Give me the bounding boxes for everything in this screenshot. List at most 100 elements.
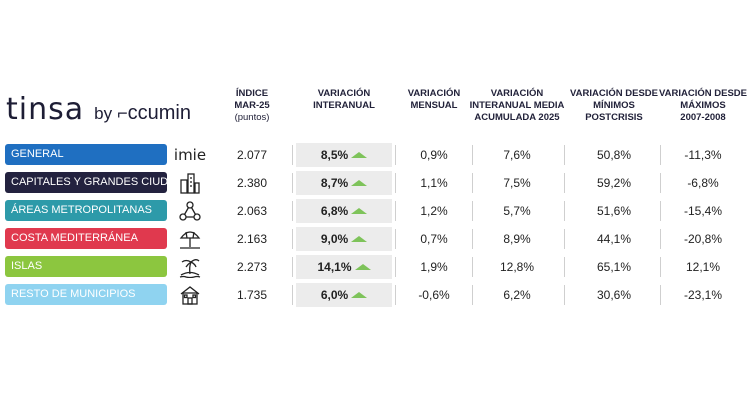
column-divider bbox=[564, 229, 565, 249]
column-divider bbox=[564, 285, 565, 305]
column-divider bbox=[660, 285, 661, 305]
column-divider bbox=[292, 229, 293, 249]
column-divider bbox=[564, 173, 565, 193]
column-divider bbox=[660, 173, 661, 193]
column-divider bbox=[395, 173, 396, 193]
column-divider bbox=[472, 229, 473, 249]
cell-var-interanual: 9,0% bbox=[296, 227, 392, 251]
cell-var-minimos: 65,1% bbox=[596, 260, 632, 274]
cell-var-interanual: 8,7% bbox=[296, 171, 392, 195]
cell-var-minimos: 50,8% bbox=[596, 148, 632, 162]
column-divider bbox=[292, 201, 293, 221]
cell-var-minimos: 51,6% bbox=[596, 204, 632, 218]
header-indice: ÍNDICE Mar-25 (puntos) bbox=[220, 88, 284, 124]
column-divider bbox=[564, 145, 565, 165]
cell-var-mensual: -0,6% bbox=[418, 288, 450, 302]
cell-var-interanual-value: 14,1% bbox=[317, 260, 352, 274]
table-row-general: GENERAL imie 2.077 8,5% 0,9% 7,6% 50,8% … bbox=[0, 143, 749, 167]
cell-var-minimos: 59,2% bbox=[596, 176, 632, 190]
column-divider bbox=[292, 173, 293, 193]
row-label-areas-metropolitanas: ÁREAS METROPOLITANAS bbox=[5, 200, 167, 221]
header-var-minimos-line1: VARIACIÓN DESDE bbox=[570, 88, 658, 99]
cell-var-acumulada: 5,7% bbox=[503, 204, 531, 218]
cell-var-interanual: 6,8% bbox=[296, 199, 392, 223]
header-var-maximos-line3: 2007-2008 bbox=[680, 112, 726, 123]
row-label-costa-mediterranea: COSTA MEDITERRÁNEA bbox=[5, 228, 167, 249]
header-var-minimos: VARIACIÓN DESDE MÍNIMOS POSTCRISIS bbox=[566, 88, 662, 124]
imie-logo-icon: imie bbox=[172, 143, 208, 167]
header-var-acumulada-line1: VARIACIÓN bbox=[490, 88, 544, 99]
trend-up-icon bbox=[351, 236, 368, 242]
cell-var-minimos: 44,1% bbox=[596, 232, 632, 246]
cell-var-maximos: -23,1% bbox=[683, 288, 723, 302]
cell-var-acumulada: 12,8% bbox=[499, 260, 535, 274]
buildings-icon bbox=[172, 171, 208, 195]
column-divider bbox=[660, 229, 661, 249]
column-divider bbox=[472, 201, 473, 221]
header-var-minimos-line2: MÍNIMOS bbox=[593, 100, 635, 111]
cell-var-mensual: 1,2% bbox=[420, 204, 448, 218]
cell-var-mensual: 1,9% bbox=[420, 260, 448, 274]
trend-up-icon bbox=[351, 292, 368, 298]
accumin-mark-icon: ⌐ bbox=[117, 103, 128, 123]
header-var-acumulada-line2: INTERANUAL MEDIA bbox=[469, 100, 565, 111]
cell-var-interanual-value: 6,8% bbox=[320, 204, 349, 218]
column-divider bbox=[660, 201, 661, 221]
cell-var-acumulada: 7,5% bbox=[503, 176, 531, 190]
cell-indice: 2.273 bbox=[236, 260, 268, 274]
header-var-mensual-line2: MENSUAL bbox=[410, 100, 458, 111]
cell-var-interanual-value: 9,0% bbox=[320, 232, 349, 246]
column-divider bbox=[395, 145, 396, 165]
cell-indice: 2.380 bbox=[236, 176, 268, 190]
column-divider bbox=[395, 229, 396, 249]
cell-var-interanual: 6,0% bbox=[296, 283, 392, 307]
header-var-interanual-line1: VARIACIÓN bbox=[317, 88, 371, 99]
cell-indice: 1.735 bbox=[236, 288, 268, 302]
logo-accumin: ccumin bbox=[127, 102, 191, 124]
header-var-mensual-line1: VARIACIÓN bbox=[407, 88, 461, 99]
cell-var-maximos: -20,8% bbox=[683, 232, 723, 246]
column-divider bbox=[660, 257, 661, 277]
trend-up-icon bbox=[354, 264, 371, 270]
header-var-acumulada-line3: ACUMULADA 2025 bbox=[474, 112, 560, 123]
trend-up-icon bbox=[351, 208, 368, 214]
cell-var-interanual-value: 6,0% bbox=[320, 288, 349, 302]
header-var-minimos-line3: POSTCRISIS bbox=[585, 112, 643, 123]
column-divider bbox=[564, 257, 565, 277]
trend-up-icon bbox=[351, 180, 368, 186]
header-var-mensual: VARIACIÓN MENSUAL bbox=[398, 88, 470, 112]
header-var-maximos-line2: MÁXIMOS bbox=[680, 100, 726, 111]
header-var-interanual-line2: INTERANUAL bbox=[313, 100, 375, 111]
column-divider bbox=[292, 257, 293, 277]
cell-var-mensual: 0,9% bbox=[420, 148, 448, 162]
cell-var-mensual: 0,7% bbox=[420, 232, 448, 246]
column-divider bbox=[395, 257, 396, 277]
cell-var-mensual: 1,1% bbox=[420, 176, 448, 190]
header-var-acumulada: VARIACIÓN INTERANUAL MEDIA ACUMULADA 202… bbox=[468, 88, 566, 124]
table-row-capitales: CAPITALES Y GRANDES CIUDADES 2.380 8,7% … bbox=[0, 171, 749, 195]
table-row-islas: ISLAS 2.273 14,1% 1,9% 12,8% 65,1% 12,1% bbox=[0, 255, 749, 279]
cell-indice: 2.163 bbox=[236, 232, 268, 246]
island-palm-icon bbox=[172, 255, 208, 279]
cell-var-interanual: 8,5% bbox=[296, 143, 392, 167]
row-label-resto-municipios: RESTO DE MUNICIPIOS bbox=[5, 284, 167, 305]
column-divider bbox=[660, 145, 661, 165]
beach-umbrella-icon bbox=[172, 227, 208, 251]
cell-var-interanual-value: 8,5% bbox=[320, 148, 349, 162]
imie-logo-text: imie bbox=[173, 146, 207, 164]
header-indice-line1: ÍNDICE bbox=[235, 88, 269, 99]
column-divider bbox=[292, 145, 293, 165]
row-label-islas: ISLAS bbox=[5, 256, 167, 277]
row-label-general: GENERAL bbox=[5, 144, 167, 165]
column-divider bbox=[292, 285, 293, 305]
column-divider bbox=[472, 285, 473, 305]
table-row-resto-municipios: RESTO DE MUNICIPIOS 1.735 6,0% -0,6% 6,2… bbox=[0, 283, 749, 307]
header-var-interanual: VARIACIÓN INTERANUAL bbox=[296, 88, 392, 112]
cell-var-acumulada: 7,6% bbox=[503, 148, 531, 162]
header-var-maximos: VARIACIÓN DESDE MÁXIMOS 2007-2008 bbox=[658, 88, 748, 124]
column-divider bbox=[472, 173, 473, 193]
tinsa-accumin-logo: tinsa by ⌐ ccumin bbox=[6, 92, 191, 127]
row-label-capitales: CAPITALES Y GRANDES CIUDADES bbox=[5, 172, 167, 193]
header-indice-sub: (puntos) bbox=[234, 112, 270, 123]
header-var-maximos-line1: VARIACIÓN DESDE bbox=[659, 88, 747, 99]
